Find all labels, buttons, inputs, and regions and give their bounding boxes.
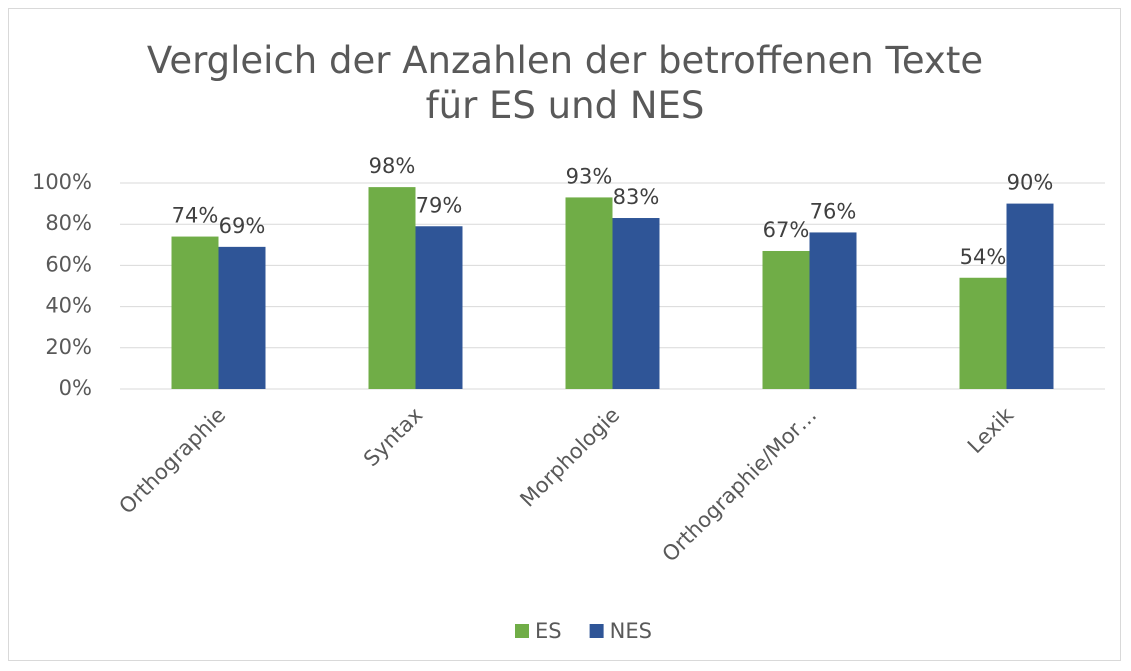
data-label: 79%: [416, 193, 463, 217]
bar: [959, 277, 1007, 389]
y-tick-label: 20%: [45, 335, 92, 359]
y-tick-label: 40%: [45, 294, 92, 318]
y-tick-label: 80%: [45, 211, 92, 235]
bar: [415, 226, 463, 389]
data-label: 83%: [613, 185, 660, 209]
legend-swatch: [589, 624, 604, 638]
x-tick-label: Morphologie: [515, 403, 624, 512]
data-label: 98%: [369, 154, 416, 178]
data-label: 93%: [566, 164, 613, 188]
data-label: 54%: [960, 245, 1007, 269]
data-label: 76%: [810, 199, 857, 223]
bar: [809, 232, 857, 389]
x-tick-label: Lexik: [963, 402, 1019, 458]
x-tick-label: Orthographie: [114, 403, 230, 519]
chart-title: Vergleich der Anzahlen der betroffenen T…: [146, 39, 984, 127]
data-label: 69%: [219, 214, 266, 238]
bar: [612, 218, 660, 389]
x-tick-label: Syntax: [359, 403, 427, 471]
data-label: 74%: [172, 204, 219, 228]
y-tick-label: 0%: [59, 376, 92, 400]
legend-swatch: [515, 624, 529, 638]
data-label: 90%: [1007, 171, 1054, 195]
data-label: 67%: [763, 218, 810, 242]
legend-label: NES: [610, 619, 652, 643]
legend-label: ES: [535, 619, 562, 643]
bar: [171, 236, 219, 389]
y-tick-label: 100%: [32, 170, 92, 194]
x-tick-label: Orthographie/Mor…: [658, 403, 822, 567]
bar: [218, 246, 266, 389]
chart-frame: [8, 8, 1121, 661]
bar: [368, 187, 416, 389]
bar: [762, 250, 810, 389]
y-tick-label: 60%: [45, 252, 92, 276]
bar: [1006, 203, 1054, 389]
bar: [565, 197, 613, 389]
